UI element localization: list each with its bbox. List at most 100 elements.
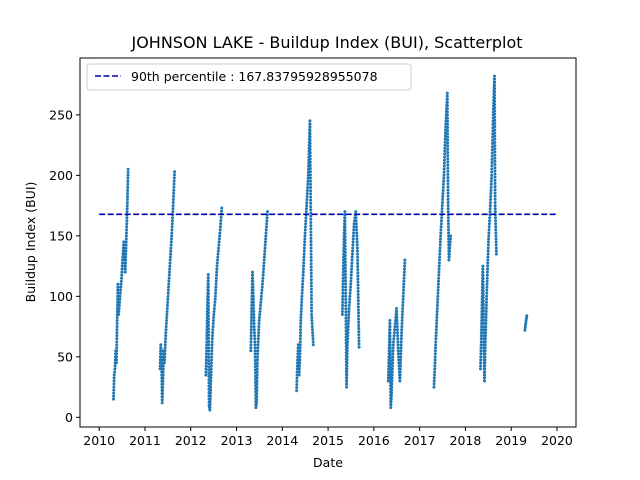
data-point <box>490 148 494 152</box>
x-tick-label: 2011 <box>129 433 161 448</box>
data-point <box>214 279 218 283</box>
data-point <box>160 401 164 405</box>
data-point <box>251 273 255 277</box>
data-point <box>344 297 348 301</box>
data-point <box>298 355 302 359</box>
data-point <box>439 228 443 232</box>
data-point <box>300 285 304 289</box>
data-point <box>302 252 306 256</box>
data-point <box>266 210 270 214</box>
data-point <box>308 163 312 167</box>
data-point <box>349 285 353 289</box>
data-point <box>388 356 392 360</box>
data-point <box>343 266 347 270</box>
data-point <box>479 355 483 359</box>
data-point <box>120 273 124 277</box>
data-point <box>481 270 485 274</box>
data-point <box>357 311 360 315</box>
data-point <box>442 179 446 183</box>
data-point <box>483 361 487 365</box>
data-point <box>399 334 403 338</box>
data-point <box>161 370 165 374</box>
data-point <box>395 309 399 313</box>
data-point <box>206 285 210 289</box>
data-point <box>396 340 400 344</box>
data-point <box>112 382 116 386</box>
data-point <box>126 176 130 180</box>
data-point <box>119 279 123 283</box>
data-point <box>166 291 170 295</box>
data-point <box>488 204 492 208</box>
data-point <box>217 246 221 250</box>
data-point <box>303 234 307 238</box>
plot-area <box>99 74 557 412</box>
data-point <box>261 279 265 283</box>
data-point <box>308 132 312 136</box>
data-point <box>486 252 490 256</box>
data-point <box>309 262 313 266</box>
data-point <box>304 222 308 226</box>
x-tick-label: 2018 <box>450 433 482 448</box>
data-point <box>309 265 313 269</box>
data-point <box>493 140 497 144</box>
data-point <box>304 210 308 214</box>
data-point <box>446 175 450 179</box>
data-point <box>388 365 392 369</box>
data-point <box>396 334 400 338</box>
data-point <box>259 297 263 301</box>
data-point <box>398 376 402 380</box>
data-point <box>118 291 122 295</box>
data-point <box>299 312 303 316</box>
data-point <box>446 172 450 176</box>
data-point <box>441 192 445 195</box>
data-point <box>164 337 168 341</box>
data-point <box>442 158 446 162</box>
data-point <box>437 267 441 271</box>
data-point <box>490 157 494 161</box>
data-point <box>389 397 393 401</box>
data-point <box>447 258 451 262</box>
data-point <box>310 325 314 329</box>
data-point <box>483 352 487 356</box>
data-point <box>493 153 497 157</box>
data-point <box>305 204 309 208</box>
x-tick-label: 2019 <box>495 433 527 448</box>
data-point <box>208 405 212 409</box>
data-point <box>170 234 174 238</box>
data-point <box>355 237 359 241</box>
y-axis: 0 50 100 150 200 250 <box>49 107 80 425</box>
data-point <box>356 268 360 272</box>
data-point <box>171 207 175 211</box>
data-point <box>443 149 447 153</box>
data-point <box>343 238 347 242</box>
data-point <box>163 352 167 356</box>
data-point <box>354 210 358 214</box>
data-point <box>355 234 359 238</box>
data-point <box>486 249 490 253</box>
data-point <box>209 370 213 374</box>
data-point <box>437 264 441 268</box>
data-point <box>396 346 400 350</box>
data-point <box>347 312 351 316</box>
data-point <box>485 276 489 280</box>
data-point <box>125 201 129 205</box>
data-point <box>255 370 259 374</box>
data-point <box>344 276 348 280</box>
data-point <box>493 84 497 88</box>
data-point <box>259 303 263 307</box>
data-point <box>213 300 217 304</box>
data-point <box>438 243 442 247</box>
data-point <box>308 173 312 177</box>
data-point <box>309 259 313 263</box>
data-point <box>253 337 257 341</box>
data-point <box>115 322 119 326</box>
data-point <box>299 322 303 326</box>
data-point <box>493 159 497 163</box>
data-point <box>255 382 259 386</box>
data-point <box>481 299 485 303</box>
data-point <box>308 154 312 158</box>
data-point <box>391 349 395 353</box>
data-point <box>206 308 210 312</box>
data-point <box>402 270 406 274</box>
data-point <box>441 195 445 199</box>
